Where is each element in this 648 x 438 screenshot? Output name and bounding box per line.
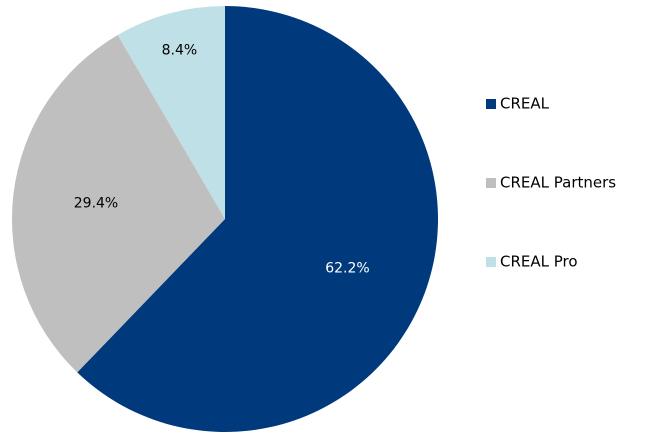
legend: CREAL CREAL Partners CREAL Pro: [486, 95, 616, 271]
legend-swatch-creal-pro: [486, 257, 496, 267]
pie-slice-creal: [77, 6, 439, 433]
data-label-creal: 62.2%: [325, 260, 369, 276]
pie-slice-creal-pro: [117, 6, 225, 219]
legend-label-creal: CREAL: [500, 95, 550, 113]
legend-item-creal-partners: CREAL Partners: [486, 174, 616, 192]
pie-data-labels: 62.2% 29.4% 8.4%: [74, 42, 370, 276]
legend-item-creal: CREAL: [486, 95, 550, 113]
legend-label-creal-partners: CREAL Partners: [500, 174, 616, 192]
data-label-creal-pro: 8.4%: [162, 42, 198, 58]
legend-swatch-creal: [486, 99, 496, 109]
legend-swatch-creal-partners: [486, 178, 496, 188]
pie-slice-creal-partners: [12, 34, 225, 373]
data-label-creal-partners: 29.4%: [74, 196, 118, 212]
legend-item-creal-pro: CREAL Pro: [486, 253, 578, 271]
legend-label-creal-pro: CREAL Pro: [500, 253, 578, 271]
pie-slices: [12, 6, 439, 433]
